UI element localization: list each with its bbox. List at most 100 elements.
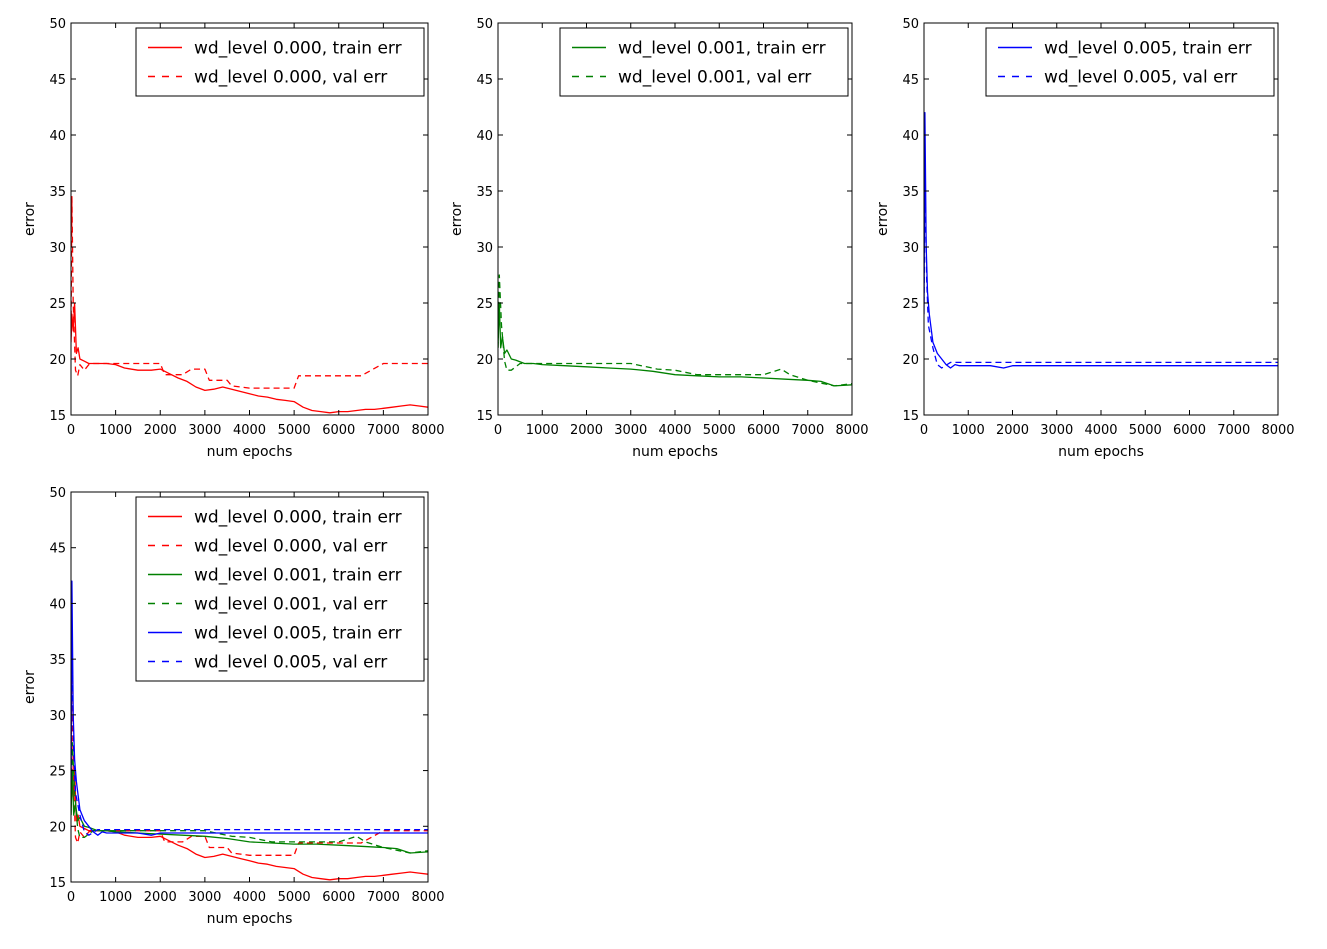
x-tick-label: 7000 — [791, 423, 824, 438]
chart-panel-3: 0 1000 2000 3000 4000 5000 6000 7000 8000 15 20 25 3… — [875, 17, 1295, 460]
x-tick-label: 3000 — [188, 423, 221, 438]
x-tick-label: 5000 — [278, 890, 311, 905]
y-tick-label: 25 — [49, 765, 66, 780]
y-tick-label: 45 — [902, 73, 919, 88]
x-tick-label: 7000 — [1217, 423, 1250, 438]
y-tick-label: 15 — [49, 409, 66, 424]
x-axis-label: num epochs — [1058, 444, 1144, 460]
x-tick-label: 0 — [67, 890, 75, 905]
legend: wd_level 0.000, train err wd_level 0.000,… — [135, 496, 425, 682]
y-axis-label: error — [875, 202, 891, 236]
series-line-1 — [924, 111, 1278, 369]
x-tick-label: 1000 — [526, 423, 559, 438]
x-tick-label: 2000 — [996, 423, 1029, 438]
series-line-5 — [71, 580, 428, 836]
x-tick-label: 5000 — [278, 423, 311, 438]
x-tick-label: 2000 — [144, 890, 177, 905]
x-tick-label: 2000 — [144, 423, 177, 438]
x-tick-label: 0 — [67, 423, 75, 438]
y-tick-label: 50 — [476, 17, 493, 32]
legend-entry: wd_level 0.005, train err — [194, 624, 402, 644]
y-tick-label: 45 — [476, 73, 493, 88]
y-tick-label: 40 — [49, 597, 66, 612]
series-line-1 — [71, 769, 428, 881]
y-tick-label: 45 — [49, 73, 66, 88]
x-tick-label: 3000 — [1040, 423, 1073, 438]
series-line-2 — [498, 274, 852, 387]
series-group — [498, 274, 852, 387]
x-tick-label: 1000 — [99, 890, 132, 905]
x-tick-label: 4000 — [233, 423, 266, 438]
y-tick-label: 40 — [476, 129, 493, 144]
legend-entry: wd_level 0.005, val err — [194, 653, 387, 673]
y-tick-label: 30 — [476, 241, 493, 256]
y-tick-label: 15 — [902, 409, 919, 424]
x-tick-label: 6000 — [1173, 423, 1206, 438]
x-tick-label: 7000 — [367, 890, 400, 905]
legend-entry: wd_level 0.000, val err — [194, 68, 387, 88]
y-axis-label: error — [22, 670, 38, 704]
legend-entry: wd_level 0.001, val err — [194, 595, 387, 615]
series-group — [71, 580, 428, 881]
y-tick-label: 15 — [476, 409, 493, 424]
legend-entry: wd_level 0.000, val err — [194, 537, 387, 557]
y-tick-label: 25 — [476, 297, 493, 312]
x-tick-label: 0 — [920, 423, 928, 438]
legend-box — [135, 496, 425, 682]
y-tick-label: 20 — [902, 353, 919, 368]
y-tick-label: 20 — [476, 353, 493, 368]
x-tick-label: 6000 — [322, 890, 355, 905]
series-line-2 — [71, 195, 428, 389]
legend-entry: wd_level 0.000, train err — [194, 39, 402, 59]
x-tick-label: 5000 — [703, 423, 736, 438]
series-line-2 — [924, 179, 1278, 369]
legend-entry: wd_level 0.000, train err — [194, 508, 402, 528]
chart-panel-1: 0 1000 2000 3000 4000 5000 6000 7000 8000 15 20 25 3… — [22, 17, 445, 460]
x-tick-label: 1000 — [99, 423, 132, 438]
y-axis-label: error — [449, 202, 465, 236]
x-axis-label: num epochs — [207, 444, 293, 460]
y-tick-label: 35 — [476, 185, 493, 200]
y-tick-label: 50 — [49, 486, 66, 501]
y-tick-label: 50 — [49, 17, 66, 32]
y-tick-label: 30 — [49, 709, 66, 724]
y-tick-label: 40 — [49, 129, 66, 144]
y-tick-label: 25 — [902, 297, 919, 312]
series-line-1 — [498, 302, 852, 387]
x-tick-label: 5000 — [1129, 423, 1162, 438]
y-tick-label: 25 — [49, 297, 66, 312]
x-tick-label: 6000 — [322, 423, 355, 438]
chart-panel-4: 0 1000 2000 3000 4000 5000 6000 7000 8000 15 20 25 3… — [22, 486, 445, 927]
y-tick-label: 30 — [49, 241, 66, 256]
legend-entry: wd_level 0.001, train err — [194, 566, 402, 586]
y-tick-label: 20 — [49, 353, 66, 368]
series-line-4 — [71, 742, 428, 854]
y-tick-label: 45 — [49, 542, 66, 557]
series-line-3 — [71, 769, 428, 854]
y-tick-label: 15 — [49, 876, 66, 891]
x-tick-label: 4000 — [233, 890, 266, 905]
x-tick-label: 8000 — [411, 890, 444, 905]
x-tick-label: 3000 — [614, 423, 647, 438]
x-tick-label: 8000 — [1261, 423, 1294, 438]
legend-box — [135, 27, 425, 97]
legend: wd_level 0.001, train err wd_level 0.001,… — [559, 27, 849, 97]
series-line-1 — [71, 302, 428, 414]
series-group — [71, 195, 428, 414]
legend-box — [985, 27, 1275, 97]
x-tick-label: 3000 — [188, 890, 221, 905]
x-tick-label: 8000 — [411, 423, 444, 438]
y-tick-label: 35 — [49, 185, 66, 200]
legend-entry: wd_level 0.001, train err — [618, 39, 826, 59]
x-tick-label: 0 — [494, 423, 502, 438]
x-axis-label: num epochs — [632, 444, 718, 460]
y-tick-label: 40 — [902, 129, 919, 144]
x-tick-label: 7000 — [367, 423, 400, 438]
x-tick-label: 4000 — [658, 423, 691, 438]
series-group — [924, 111, 1278, 369]
series-line-2 — [71, 664, 428, 856]
y-tick-label: 35 — [902, 185, 919, 200]
y-axis-label: error — [22, 202, 38, 236]
legend: wd_level 0.000, train err wd_level 0.000,… — [135, 27, 425, 97]
